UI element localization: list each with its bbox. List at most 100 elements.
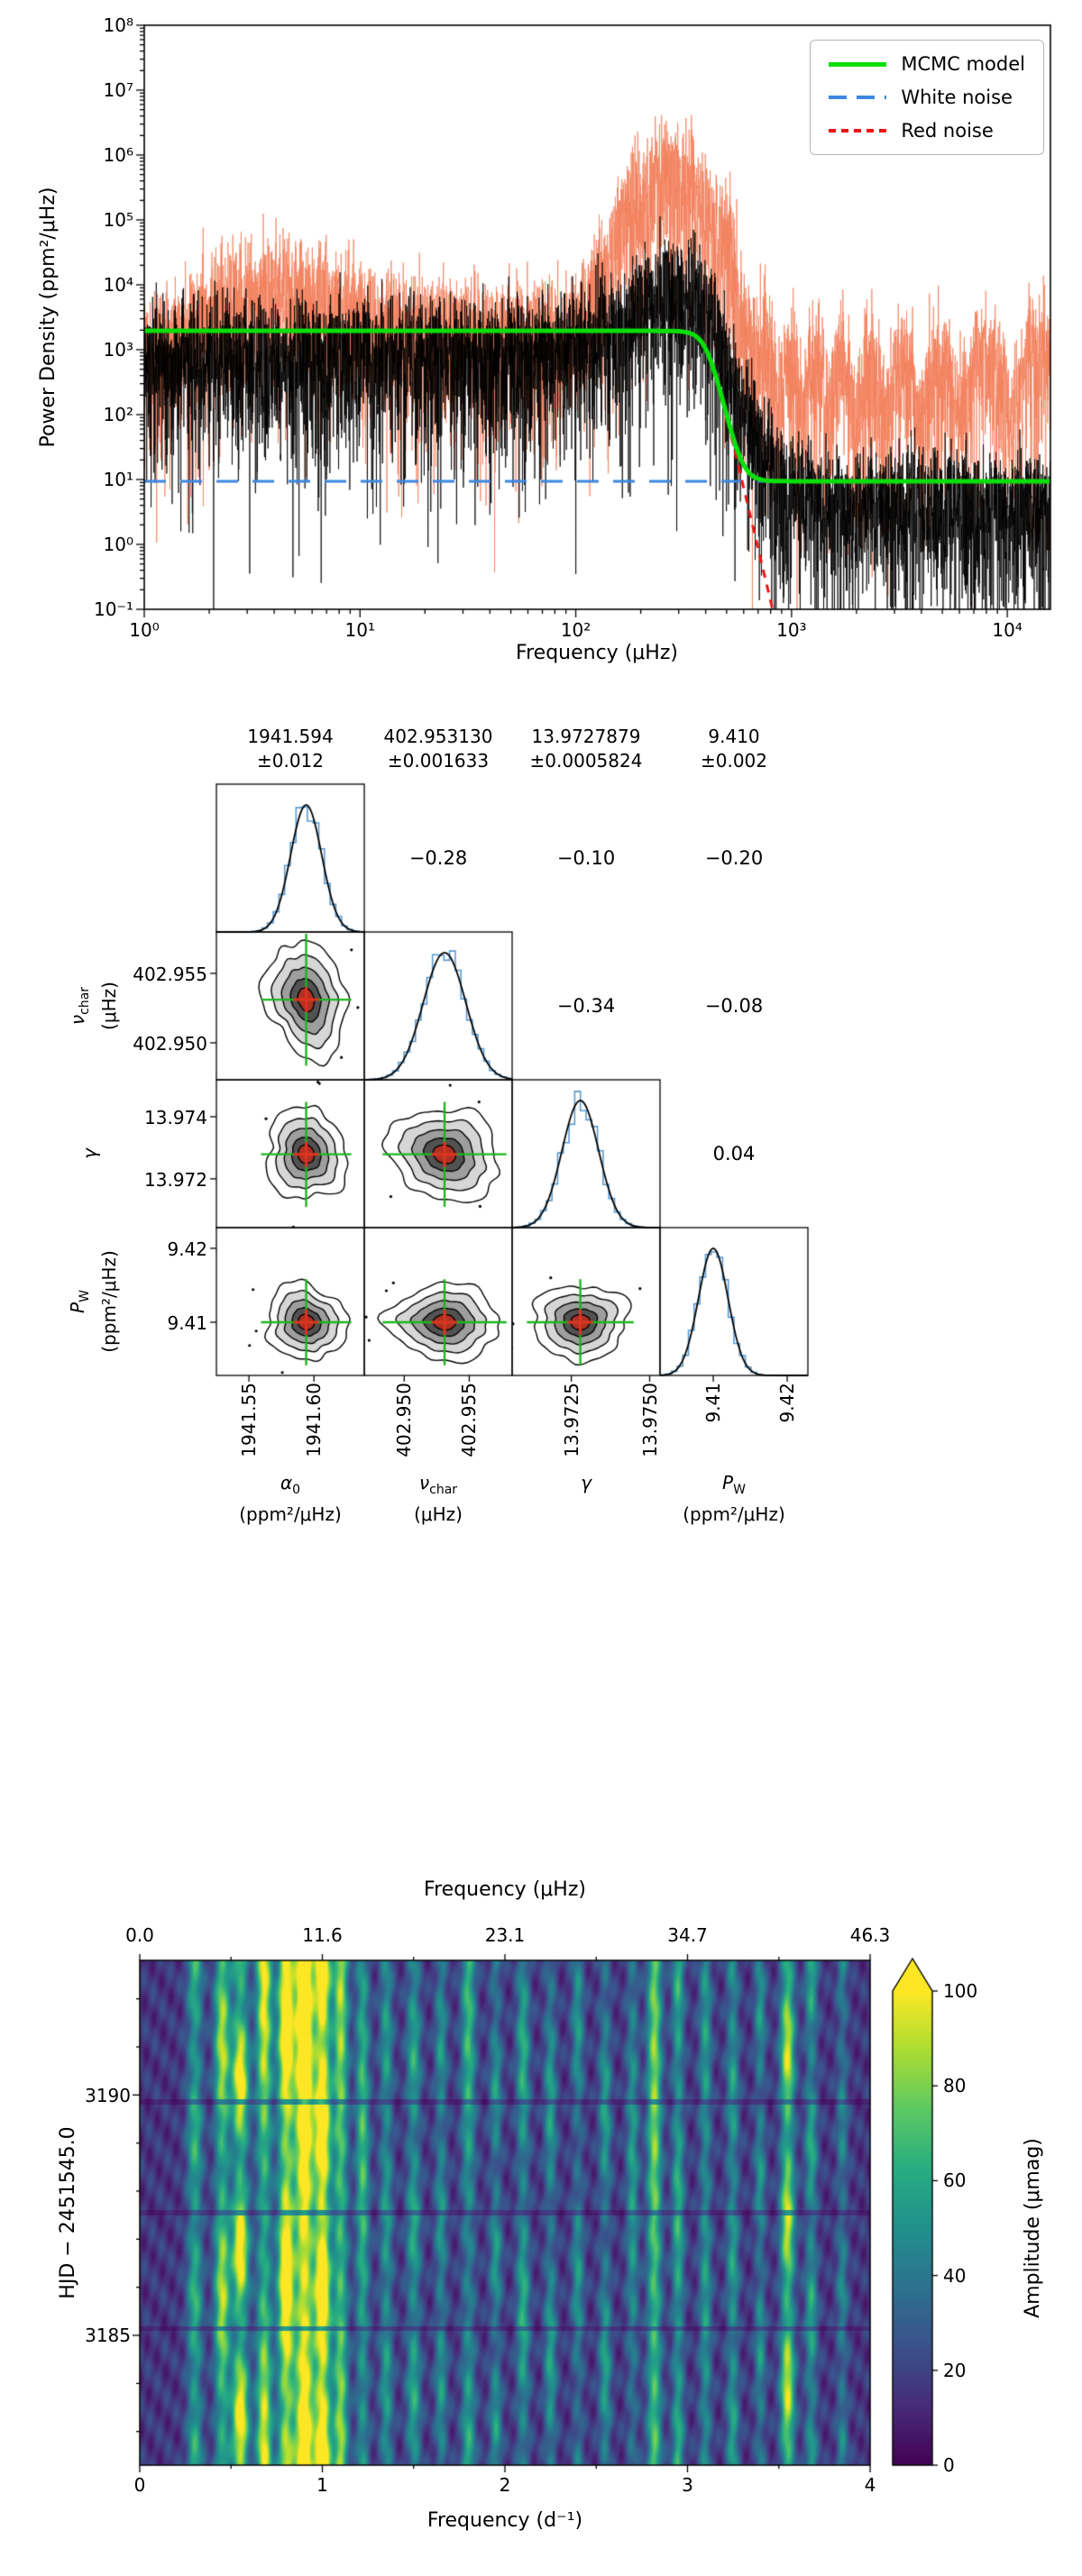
heatmap-bottom-tick-label: 2 (499, 2474, 511, 2496)
corner-column-title-alpha0: 1941.594 ±0.012 (247, 725, 333, 773)
gamma-symbol: γ (581, 1472, 591, 1494)
corner-y-tick-label: 9.41 (167, 1311, 207, 1334)
colorbar-tick-label: 100 (943, 1980, 978, 2002)
pw-subscript: W (78, 1290, 92, 1302)
colorbar-tick-label: 60 (943, 2170, 967, 2192)
heatmap-top-tick-label: 23.1 (484, 1924, 526, 1946)
legend-label-red-noise: Red noise (901, 120, 994, 142)
corner-row-label-gamma: γ (78, 1148, 110, 1159)
correlation-gamma-pw: 0.04 (712, 1143, 756, 1165)
heatmap-bottom-tick-label: 3 (682, 2474, 693, 2496)
heatmap-bottom-tick-label: 4 (864, 2474, 876, 2496)
corner-x-label-unit: (μHz) (414, 1503, 463, 1525)
correlation-alpha0-pw: −0.20 (704, 847, 764, 869)
corner-row-label-symbol: PW (66, 1250, 97, 1353)
corner-row-label-unit: (μHz) (98, 982, 120, 1030)
heatmap-y-tick-label: 3185 (85, 2325, 131, 2347)
psd-y-tick-label: 10⁸ (103, 14, 133, 36)
alpha0-subscript: 0 (292, 1483, 301, 1497)
nuchar-subscript: char (429, 1483, 458, 1497)
pw-symbol: P (67, 1302, 88, 1313)
nuchar-symbol: ν (67, 1014, 88, 1026)
heatmap-x-axis-label: Frequency (d⁻¹) (426, 2509, 583, 2532)
heatmap-top-tick-label: 46.3 (849, 1924, 891, 1946)
colorbar-tick-label: 0 (943, 2454, 955, 2476)
corner-title-error: ±0.012 (256, 750, 324, 772)
correlation-nuchar-gamma: −0.34 (556, 995, 616, 1017)
nuchar-symbol: ν (418, 1472, 430, 1494)
corner-row-label-unit: (ppm²/μHz) (98, 1250, 120, 1353)
psd-y-tick-label: 10³ (103, 339, 133, 361)
corner-title-value: 13.9727879 (531, 726, 641, 747)
heatmap-bottom-tick-label: 0 (133, 2474, 146, 2496)
heatmap-canvas (133, 1953, 877, 2472)
corner-title-value: 402.953130 (383, 726, 493, 747)
psd-x-tick-label: 10³ (776, 619, 807, 641)
corner-title-error: ±0.001633 (387, 750, 490, 772)
psd-y-tick-label: 10⁰ (103, 534, 133, 555)
psd-legend: MCMC model White noise Red noise (810, 40, 1044, 155)
corner-y-tick-label: 13.974 (144, 1107, 207, 1128)
mcmc-model-line-sample (829, 61, 887, 67)
heatmap-y-axis-label: HJD − 2451545.0 (57, 2126, 79, 2299)
psd-y-tick-label: 10⁵ (103, 209, 133, 231)
colorbar-label: Amplitude (μmag) (1022, 2138, 1044, 2318)
corner-x-axis-label-pw: PW (ppm²/μHz) (683, 1471, 785, 1527)
heatmap-y-tick-label: 3190 (85, 2084, 131, 2106)
correlation-nuchar-pw: −0.08 (704, 995, 764, 1017)
psd-y-tick-label: 10⁶ (103, 144, 133, 166)
corner-row-label-symbol: γ (78, 1148, 110, 1159)
pw-symbol: P (722, 1472, 734, 1494)
legend-label-white-noise: White noise (901, 87, 1013, 108)
corner-title-value: 9.410 (708, 726, 760, 747)
corner-x-tick-label: 1941.55 (238, 1383, 261, 1457)
heatmap-top-tick-label: 0.0 (125, 1924, 154, 1946)
colorbar-canvas (885, 1953, 940, 2472)
corner-x-tick-label: 13.9750 (638, 1383, 661, 1457)
corner-y-tick-label: 402.955 (133, 963, 207, 985)
correlation-alpha0-nuchar: −0.28 (408, 847, 468, 869)
pw-subscript: W (733, 1483, 746, 1497)
corner-title-error: ±0.0005824 (529, 750, 643, 772)
heatmap-top-axis-label: Frequency (μHz) (424, 1878, 586, 1901)
corner-y-tick-label: 9.42 (167, 1238, 207, 1260)
correlation-alpha0-gamma: −0.10 (556, 847, 616, 869)
corner-x-tick-label: 402.955 (458, 1383, 481, 1457)
corner-x-tick-label: 402.950 (393, 1383, 416, 1457)
psd-y-tick-label: 10⁴ (103, 274, 133, 296)
psd-x-tick-label: 10² (560, 619, 591, 641)
corner-column-title-gamma: 13.9727879 ±0.0005824 (530, 725, 643, 773)
heatmap-top-tick-label: 34.7 (667, 1924, 708, 1946)
legend-label-mcmc-model: MCMC model (901, 53, 1025, 75)
corner-x-tick-label: 13.9725 (560, 1383, 582, 1457)
legend-item-mcmc-model: MCMC model (829, 53, 1025, 75)
psd-x-tick-label: 10⁰ (129, 619, 160, 641)
psd-x-tick-label: 10⁴ (992, 619, 1022, 641)
heatmap-top-tick-label: 11.6 (302, 1924, 343, 1946)
psd-x-tick-label: 10¹ (344, 619, 376, 641)
colorbar-tick-label: 80 (943, 2075, 967, 2097)
corner-y-tick-label: 13.972 (144, 1168, 207, 1191)
colorbar-tick-label: 20 (943, 2359, 967, 2381)
corner-x-label-symbol: νchar (414, 1471, 463, 1503)
alpha0-symbol: α (280, 1472, 293, 1494)
corner-x-label-symbol: PW (683, 1471, 785, 1503)
heatmap-bottom-tick-label: 1 (316, 2474, 328, 2496)
corner-x-label-symbol: γ (581, 1471, 591, 1503)
psd-y-tick-label: 10⁷ (103, 79, 133, 101)
corner-x-tick-label: 9.42 (776, 1383, 799, 1423)
psd-y-tick-label: 10² (103, 404, 133, 425)
corner-row-label-nuchar: νchar (μHz) (66, 982, 122, 1030)
corner-x-axis-label-gamma: γ (581, 1471, 591, 1503)
corner-x-label-unit: (ppm²/μHz) (239, 1503, 342, 1525)
corner-x-label-symbol: α0 (239, 1471, 342, 1503)
corner-row-label-symbol: νchar (66, 982, 97, 1030)
corner-title-error: ±0.002 (700, 750, 768, 772)
corner-x-tick-label: 1941.60 (303, 1383, 326, 1457)
corner-row-label-pw: PW (ppm²/μHz) (66, 1250, 122, 1353)
corner-y-tick-label: 402.950 (133, 1033, 207, 1055)
legend-item-white-noise: White noise (829, 87, 1025, 108)
corner-title-value: 1941.594 (247, 726, 334, 747)
white-noise-line-sample (829, 96, 887, 99)
